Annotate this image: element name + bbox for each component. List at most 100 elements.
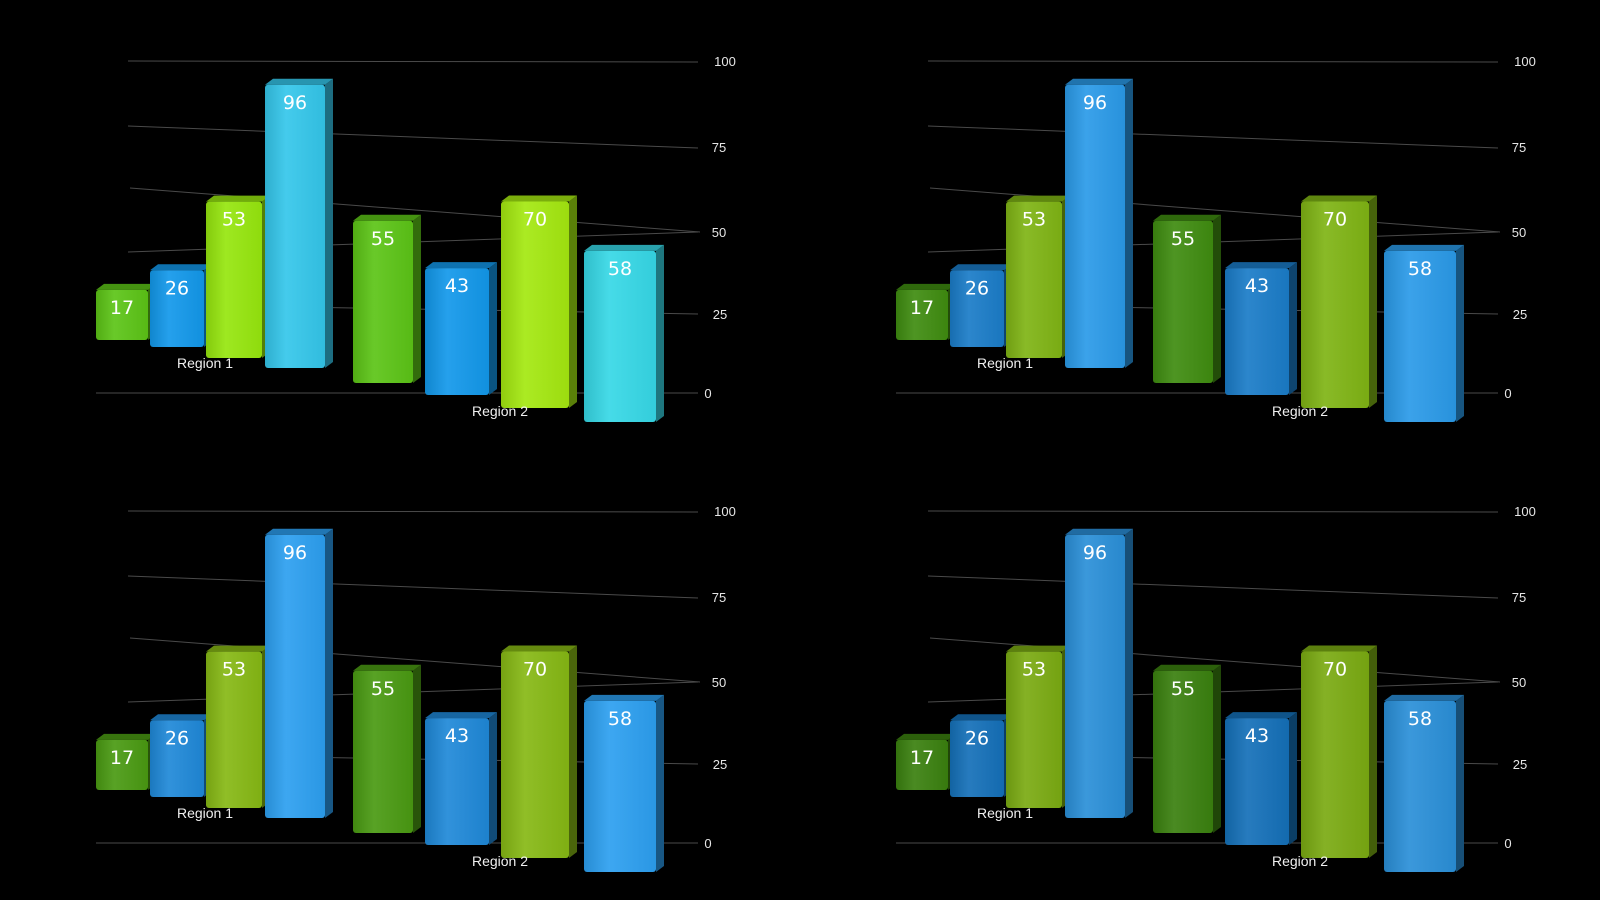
- bar-front: [950, 720, 1004, 797]
- bar-side: [1456, 244, 1464, 422]
- y-tick-label: 100: [714, 504, 736, 519]
- bar-front: [1384, 250, 1456, 422]
- bar-top: [425, 262, 497, 269]
- bar-front: [1153, 670, 1213, 833]
- bar-value-label: 58: [1408, 708, 1432, 730]
- category-label: Region 2: [1272, 853, 1328, 869]
- y-tick-label: 0: [704, 386, 711, 401]
- bar-top: [501, 645, 577, 652]
- bar-top: [950, 714, 1012, 721]
- bar-value-label: 17: [910, 297, 934, 319]
- bar-top: [265, 78, 333, 85]
- bar-top: [96, 283, 156, 290]
- bar-value-label: 55: [1171, 678, 1195, 700]
- bar-value-label: 53: [222, 209, 246, 231]
- y-tick-label: 50: [1512, 225, 1526, 240]
- gridline: [927, 125, 1499, 149]
- bar-front: [96, 289, 148, 340]
- bar: [1301, 195, 1377, 408]
- bar-side: [325, 78, 333, 369]
- bar-side: [489, 262, 497, 395]
- y-tick-label: 100: [714, 54, 736, 69]
- bar-front: [425, 718, 489, 845]
- bar-value-label: 43: [1245, 725, 1269, 747]
- bar-top: [896, 733, 956, 740]
- bar-front: [1006, 201, 1062, 358]
- bar-front: [265, 84, 325, 369]
- bar-value-label: 53: [1022, 659, 1046, 681]
- y-tick-label: 25: [713, 307, 727, 322]
- bar-front: [353, 670, 413, 833]
- y-tick-label: 50: [1512, 675, 1526, 690]
- y-tick-label: 0: [704, 836, 711, 851]
- bar-side: [569, 645, 577, 858]
- bar-front: [1301, 651, 1369, 858]
- bar-front: [1384, 700, 1456, 872]
- gridline: [927, 575, 1499, 599]
- bar-value-label: 96: [283, 92, 307, 114]
- gridline: [927, 60, 1499, 63]
- bar-value-label: 58: [608, 708, 632, 730]
- y-tick-label: 50: [712, 225, 726, 240]
- bar: [501, 645, 577, 858]
- category-label: Region 1: [177, 355, 233, 371]
- bar-side: [1125, 78, 1133, 369]
- bar: [1065, 78, 1133, 369]
- bar-value-label: 17: [910, 747, 934, 769]
- bar-side: [1369, 645, 1377, 858]
- bar-side: [413, 214, 421, 383]
- bar-value-label: 26: [165, 277, 189, 299]
- bar-front: [353, 220, 413, 383]
- bar-chart-2: 0 25 50 75 100 17 26 53 96 55 43 70 58 Region 1 Region…: [896, 54, 1536, 422]
- bar-side: [413, 664, 421, 833]
- bar-front: [265, 534, 325, 818]
- gridline: [129, 637, 701, 683]
- bar-top: [1301, 645, 1377, 652]
- bar-top: [1006, 645, 1070, 652]
- bar-front: [950, 270, 1004, 347]
- category-label: Region 1: [977, 805, 1033, 821]
- bar-side: [656, 244, 664, 422]
- bar-front: [896, 739, 948, 790]
- bar-top: [1065, 78, 1133, 85]
- bar-side: [1369, 195, 1377, 408]
- category-label: Region 1: [177, 805, 233, 821]
- bar-top: [584, 244, 664, 251]
- bar-top: [1384, 694, 1464, 701]
- bar-top: [1065, 528, 1133, 535]
- bar-side: [656, 694, 664, 872]
- bar-top: [1225, 262, 1297, 269]
- bar-top: [1153, 214, 1221, 221]
- bar: [1225, 712, 1297, 845]
- y-tick-label: 0: [1504, 836, 1511, 851]
- bar: [1384, 694, 1464, 872]
- gridline: [127, 125, 699, 149]
- bar-value-label: 96: [1083, 542, 1107, 564]
- bar-top: [206, 645, 270, 652]
- bar-value-label: 55: [371, 678, 395, 700]
- bar-side: [569, 195, 577, 408]
- bar-value-label: 58: [608, 258, 632, 280]
- bar-side: [1289, 262, 1297, 395]
- bar-value-label: 70: [1323, 209, 1347, 231]
- bar: [1225, 262, 1297, 395]
- bar-chart-3: 0 25 50 75 100 17 26 53 96 55 43 70 58 Region 1 Region…: [96, 504, 736, 872]
- y-tick-label: 25: [713, 757, 727, 772]
- bar-front: [501, 201, 569, 408]
- bar-value-label: 53: [1022, 209, 1046, 231]
- gridline: [127, 510, 699, 513]
- bar-value-label: 43: [445, 275, 469, 297]
- y-tick-label: 25: [1513, 307, 1527, 322]
- y-tick-label: 50: [712, 675, 726, 690]
- bar-value-label: 26: [165, 727, 189, 749]
- category-label: Region 2: [1272, 403, 1328, 419]
- bar-front: [206, 651, 262, 808]
- bar-value-label: 55: [371, 228, 395, 250]
- bar: [1065, 528, 1133, 818]
- gridline: [127, 60, 699, 63]
- bar-value-label: 43: [445, 725, 469, 747]
- bar: [425, 712, 497, 845]
- y-tick-label: 100: [1514, 54, 1536, 69]
- bar-value-label: 26: [965, 727, 989, 749]
